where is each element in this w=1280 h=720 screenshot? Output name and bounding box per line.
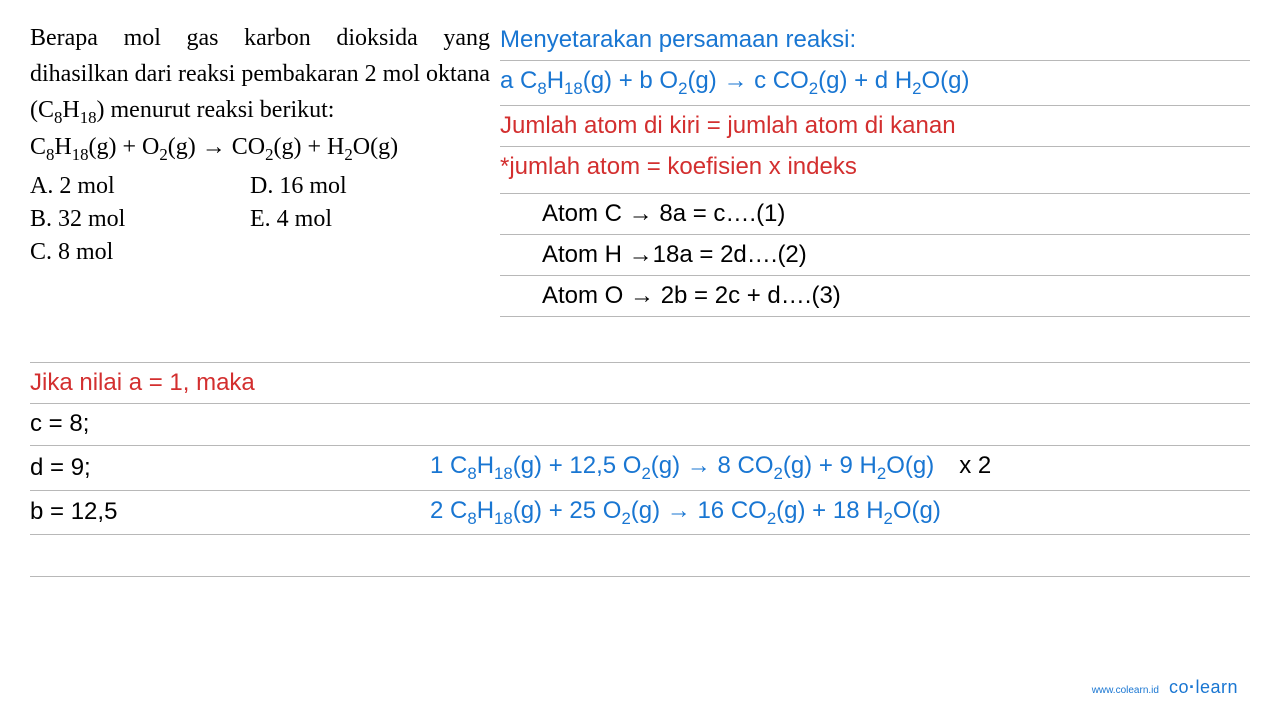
option-d: D. 16 mol	[250, 173, 347, 200]
worksheet-container: Berapa mol gas karbon dioksida yang diha…	[30, 20, 1250, 700]
solution-column: Menyetarakan persamaan reaksi: a C8H18(g…	[500, 20, 1250, 317]
bottom-section: Jika nilai a = 1, maka c = 8; d = 9; 1 C…	[30, 362, 1250, 578]
rx-2b: 2	[265, 145, 273, 164]
atom-h-row: Atom H →18a = 2d….(2)	[500, 235, 1250, 276]
atom-o-row: Atom O → 2b = 2c + d….(3)	[500, 276, 1250, 317]
ce-2b: 2	[809, 79, 818, 98]
coefficient-equation-row: a C8H18(g) + b O2(g) → c CO2(g) + d H2O(…	[500, 61, 1250, 106]
d-eq-row: d = 9; 1 C8H18(g) + 12,5 O2(g) → 8 CO2(g…	[30, 446, 1250, 491]
rx-end: O(g)	[353, 134, 398, 160]
coef-equation: a C8H18(g) + b O2(g) → c CO2(g) + d H2O(…	[500, 67, 970, 99]
b2-18: 18	[494, 508, 513, 527]
footer: www.colearn.id co·learn	[1092, 677, 1238, 698]
solution-title-row: Menyetarakan persamaan reaksi:	[500, 20, 1250, 61]
b2-2c: 2	[884, 508, 893, 527]
b1-g2: (g) + 9 H	[783, 452, 877, 479]
ce-18: 18	[564, 79, 583, 98]
unbalanced-equation: C8H18(g) + O2(g) → CO2(g) + H2O(g)	[30, 134, 490, 165]
question-column: Berapa mol gas karbon dioksida yang diha…	[30, 20, 500, 317]
c-eq: c = 8;	[30, 410, 430, 438]
option-a: A. 2 mol	[30, 173, 250, 200]
b2-1: 2 C	[430, 497, 467, 524]
rx-2a: 2	[159, 145, 167, 164]
b2-8: 8	[467, 508, 476, 527]
b2-2b: 2	[767, 508, 776, 527]
rule1: Jumlah atom di kiri = jumlah atom di kan…	[500, 112, 956, 140]
ce-a: a C	[500, 67, 537, 94]
b2-arr: (g) → 16 CO	[631, 497, 767, 524]
ce-g1: (g) + b O	[583, 67, 678, 94]
option-e: E. 4 mol	[250, 206, 332, 233]
rx-2c: 2	[344, 145, 352, 164]
q3-mid: H	[62, 97, 79, 123]
b2-2a: 2	[621, 508, 630, 527]
ce-end: O(g)	[922, 67, 970, 94]
b1-8: 8	[467, 464, 476, 483]
q-line2: dihasilkan dari reaksi pembakaran 2 mol	[30, 61, 420, 87]
b1-h: H	[477, 452, 494, 479]
b1-2c: 2	[877, 464, 886, 483]
b2-g1: (g) + 25 O	[513, 497, 622, 524]
rx-c: C	[30, 134, 46, 160]
b2-g2: (g) + 18 H	[776, 497, 883, 524]
b-eq-row: b = 12,5 2 C8H18(g) + 25 O2(g) → 16 CO2(…	[30, 491, 1250, 536]
multiply-x2: x 2	[959, 452, 991, 479]
atom-c: Atom C → 8a = c….(1)	[542, 200, 785, 228]
ce-arr: (g) → c CO	[687, 67, 808, 94]
b-eq: b = 12,5	[30, 498, 430, 526]
b1-g1: (g) + 12,5 O	[513, 452, 642, 479]
b1-18: 18	[494, 464, 513, 483]
rule2: *jumlah atom = koefisien x indeks	[500, 153, 857, 181]
footer-url: www.colearn.id	[1092, 685, 1159, 696]
rx-arr: (g) → CO	[168, 134, 265, 160]
ce-8: 8	[537, 79, 546, 98]
question-text: Berapa mol gas karbon dioksida yang diha…	[30, 20, 490, 130]
footer-logo: co·learn	[1169, 677, 1238, 698]
balanced-eq-1: 1 C8H18(g) + 12,5 O2(g) → 8 CO2(g) + 9 H…	[430, 452, 1250, 484]
b2-h: H	[477, 497, 494, 524]
rule2-row: *jumlah atom = koefisien x indeks	[500, 147, 1250, 193]
balanced-eq-2: 2 C8H18(g) + 25 O2(g) → 16 CO2(g) + 18 H…	[430, 497, 1250, 529]
q-line1: Berapa mol gas karbon dioksida yang	[30, 25, 490, 51]
rx-18: 18	[72, 145, 89, 164]
ce-g2: (g) + d H	[818, 67, 912, 94]
d-eq: d = 9;	[30, 454, 430, 482]
if-a: Jika nilai a = 1, maka	[30, 369, 255, 397]
b2-end: O(g)	[893, 497, 941, 524]
option-c: C. 8 mol	[30, 239, 250, 266]
c-eq-row: c = 8;	[30, 404, 1250, 446]
b1-1: 1 C	[430, 452, 467, 479]
ce-h: H	[547, 67, 564, 94]
rx-m2: (g) + H	[274, 134, 345, 160]
b1-arr: (g) → 8 CO	[651, 452, 774, 479]
logo-pre: co	[1169, 677, 1189, 697]
if-a-row: Jika nilai a = 1, maka	[30, 362, 1250, 404]
ce-2c: 2	[912, 79, 921, 98]
b1-2b: 2	[773, 464, 782, 483]
top-section: Berapa mol gas karbon dioksida yang diha…	[30, 20, 1250, 317]
b1-end: O(g)	[886, 452, 934, 479]
q3-s2: 18	[80, 108, 97, 127]
rule1-row: Jumlah atom di kiri = jumlah atom di kan…	[500, 106, 1250, 147]
rx-h: H	[54, 134, 71, 160]
atom-c-row: Atom C → 8a = c….(1)	[500, 193, 1250, 235]
atom-o: Atom O → 2b = 2c + d….(3)	[542, 282, 841, 310]
q3-post: ) menurut reaksi berikut:	[97, 97, 335, 123]
b1-2a: 2	[641, 464, 650, 483]
logo-post: learn	[1195, 677, 1238, 697]
empty-rule-line	[30, 535, 1250, 577]
atom-h: Atom H →18a = 2d….(2)	[542, 241, 807, 269]
rx-g: (g) + O	[89, 134, 160, 160]
option-b: B. 32 mol	[30, 206, 250, 233]
answer-options: A. 2 mol D. 16 mol B. 32 mol E. 4 mol C.…	[30, 173, 490, 266]
solution-title: Menyetarakan persamaan reaksi:	[500, 26, 856, 54]
